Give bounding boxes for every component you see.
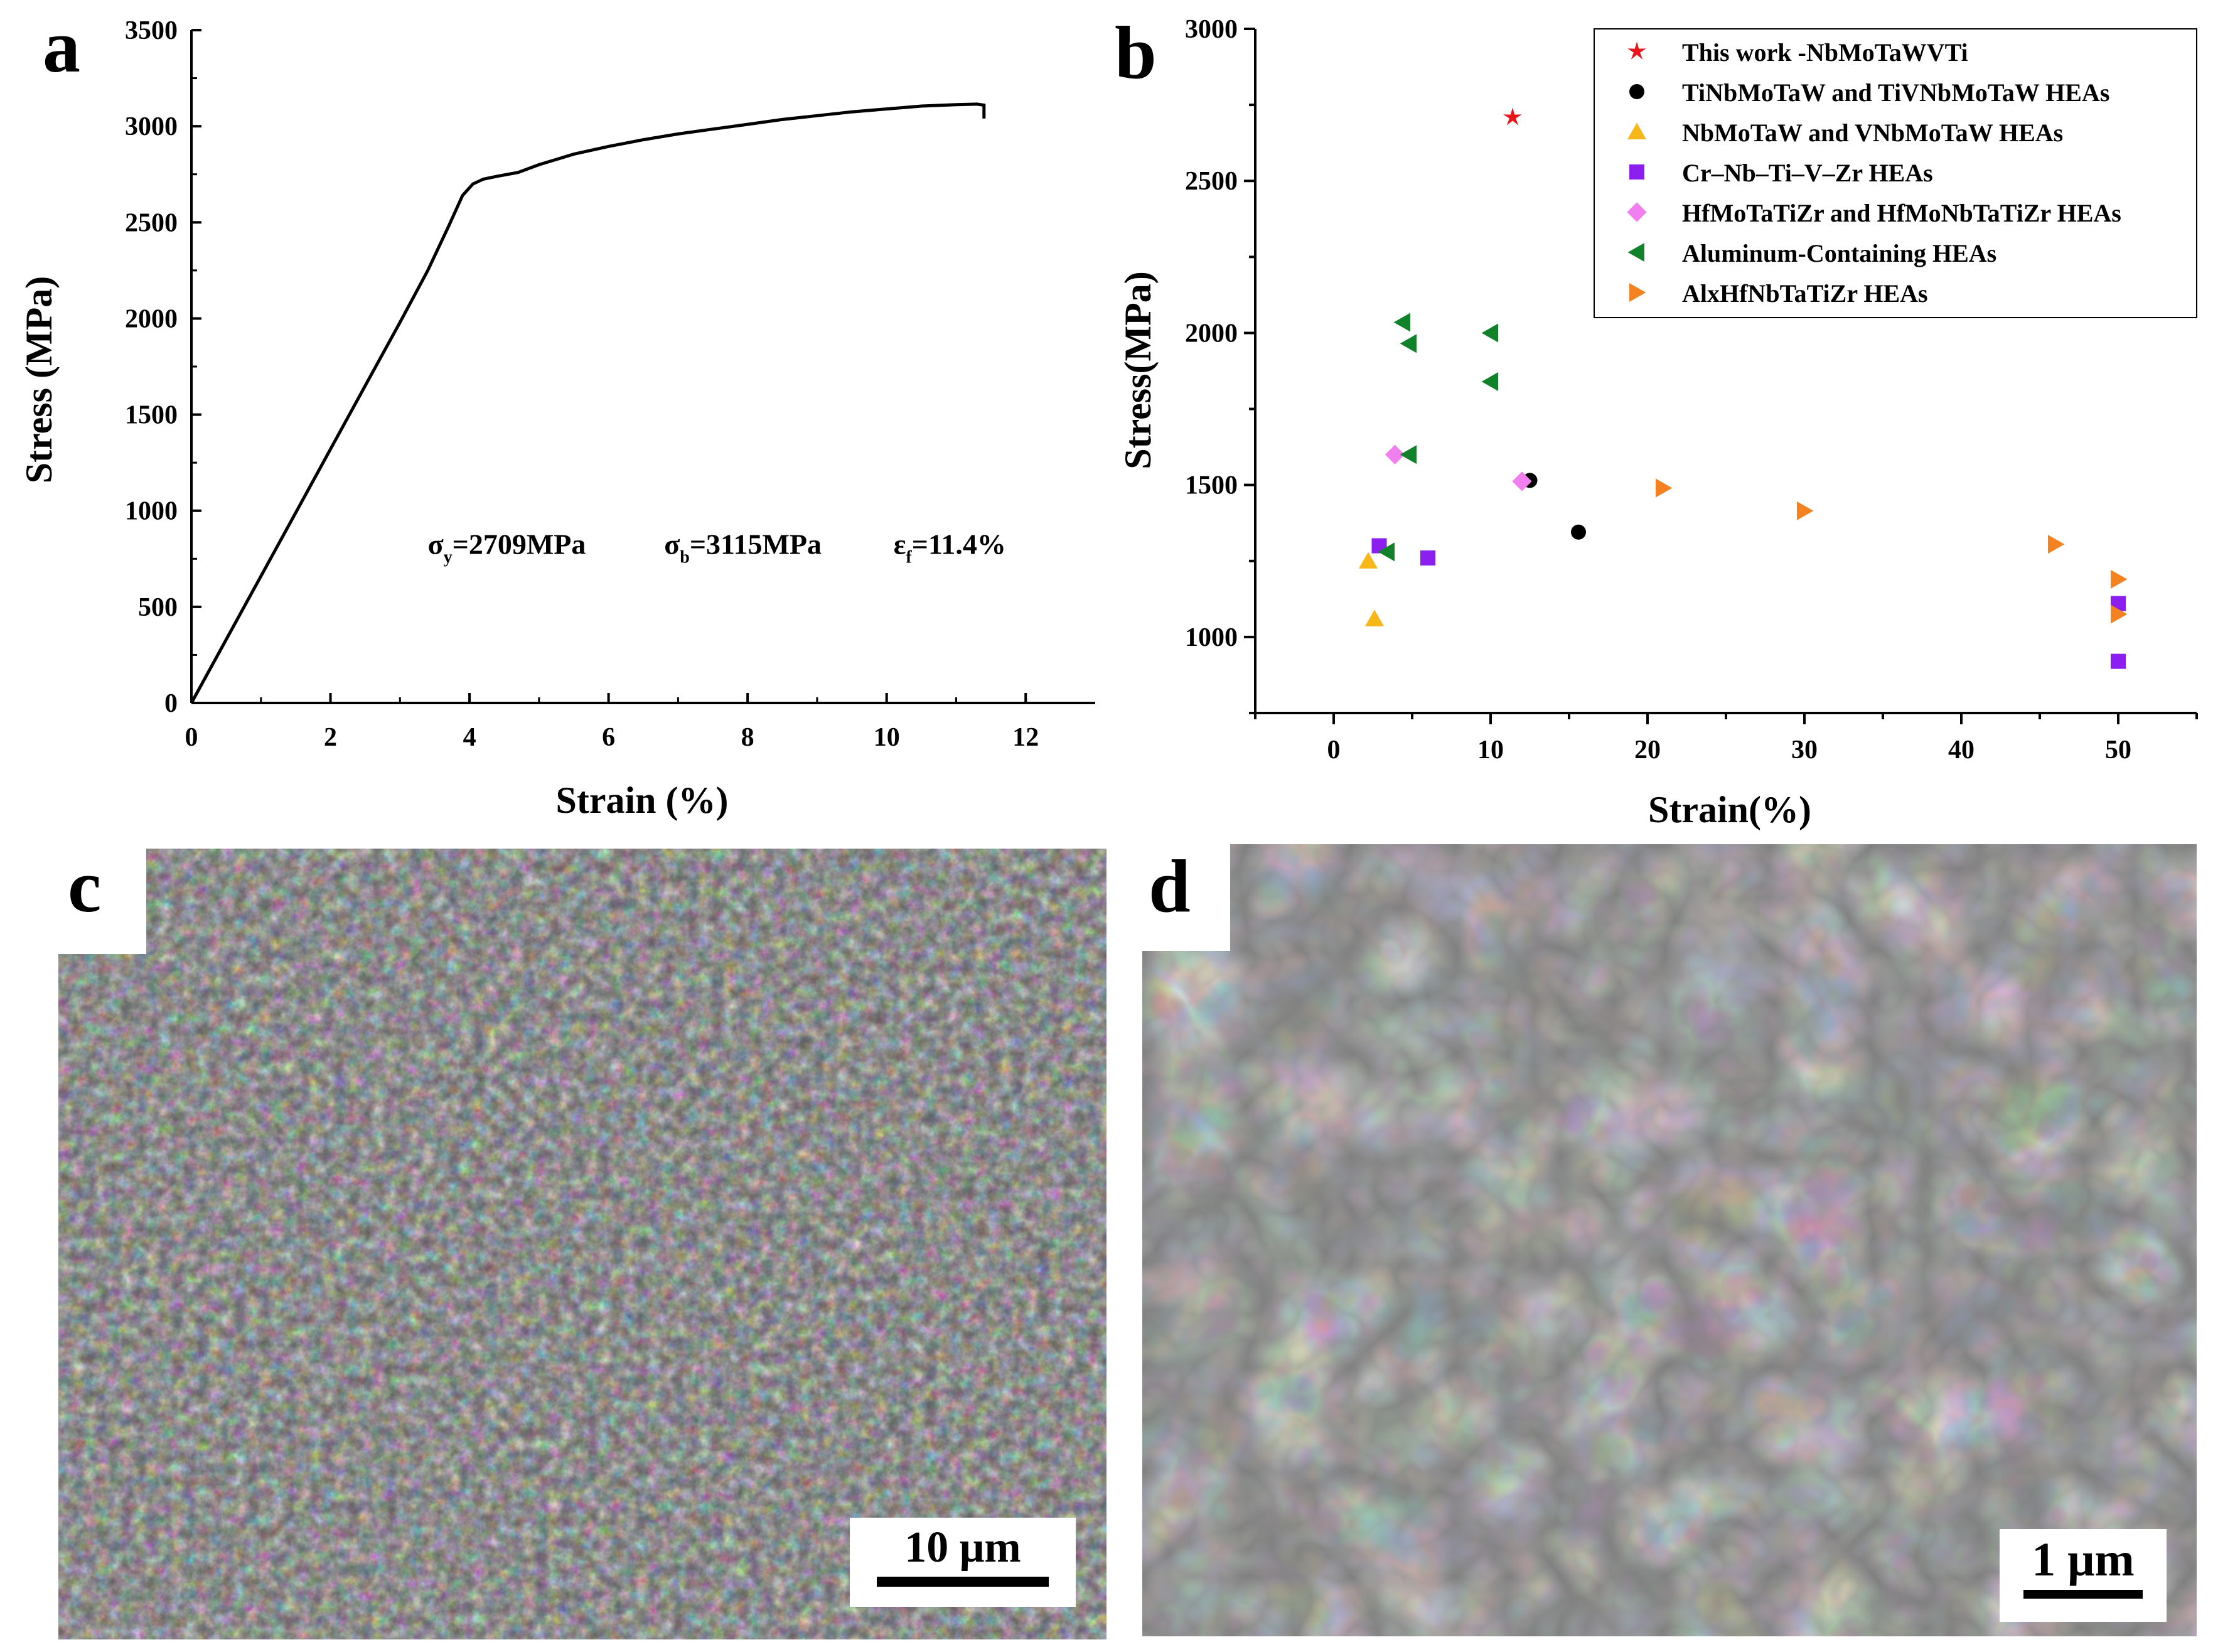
chart-b-legend-marker xyxy=(1629,164,1644,180)
panel-d-label-bg xyxy=(1142,844,1230,951)
chart-a-annotation-subscript: y xyxy=(444,547,453,567)
chart-a-annotation-subscript: b xyxy=(680,547,690,567)
chart-b-legend-marker xyxy=(1627,243,1644,262)
chart-a-y-tick-label: 2000 xyxy=(125,304,178,333)
chart-b-y-tick-label: 2000 xyxy=(1185,319,1238,348)
chart-b-ylabel: Stress(MPa) xyxy=(1117,271,1159,469)
chart-a-axes: 0 2 4 6 8 10 12 0 500 1000 1500 2000 2500 3000 3500 xyxy=(125,16,1095,752)
chart-b-y-tick-label: 3000 xyxy=(1185,15,1238,44)
chart-b-point xyxy=(2048,535,2065,554)
chart-b-legend: This work -NbMoTaWVTi TiNbMoTaW and TiVNb… xyxy=(1594,28,2197,318)
chart-a-annotation-value: =3115MPa xyxy=(690,528,822,560)
chart-a-annotation-value: =11.4% xyxy=(912,528,1006,560)
chart-b-point xyxy=(1359,552,1378,569)
chart-a-y-tick-label: 500 xyxy=(138,593,178,622)
chart-b-legend-marker xyxy=(1629,283,1646,302)
chart-a-annotation-symbol: σ xyxy=(428,528,444,560)
scale-bar-c-line xyxy=(877,1577,1049,1587)
chart-b-point xyxy=(1378,542,1395,562)
chart-b-x-tick-label: 50 xyxy=(2105,736,2131,764)
chart-b-legend-marker xyxy=(1627,202,1647,222)
chart-b-legend-label: This work -NbMoTaWVTi xyxy=(1682,38,1968,67)
chart-a-y-tick-label: 1500 xyxy=(125,401,178,430)
chart-b-legend-marker xyxy=(1627,122,1646,139)
chart-a-annotation: σy=2709MPa xyxy=(428,528,586,567)
chart-a-x-tick-label: 2 xyxy=(324,723,337,752)
sem-image-c xyxy=(58,849,1106,1639)
sem-image-d xyxy=(1142,844,2197,1636)
chart-b-legend-label: NbMoTaW and VNbMoTaW HEAs xyxy=(1682,119,2063,147)
chart-b-legend-label: TiNbMoTaW and TiVNbMoTaW HEAs xyxy=(1682,78,2109,107)
chart-b-xlabel: Strain(%) xyxy=(1648,789,1811,830)
chart-b-point xyxy=(2111,569,2128,589)
chart-a-ylabel: Stress (MPa) xyxy=(18,276,60,483)
chart-a-annotation: σb=3115MPa xyxy=(664,528,822,567)
chart-a-x-tick-label: 6 xyxy=(602,723,615,752)
scale-bar-d-label: 1 μm xyxy=(2032,1533,2135,1586)
chart-b-point xyxy=(1365,609,1384,626)
chart-b-x-tick-label: 0 xyxy=(1327,736,1341,764)
scale-bar-c-label: 10 μm xyxy=(904,1523,1021,1572)
chart-b-point xyxy=(1503,107,1522,126)
chart-b-point xyxy=(1656,478,1673,498)
chart-a-x-tick-label: 8 xyxy=(741,723,754,752)
chart-b-point xyxy=(1420,550,1435,566)
stress-strain-scatter-chart: 0 10 20 30 40 50 1000 1500 2000 2500 3000 This wor… xyxy=(1117,15,2198,830)
chart-b-x-tick-label: 10 xyxy=(1477,736,1504,764)
chart-a-xlabel: Strain (%) xyxy=(556,780,729,821)
chart-b-point xyxy=(1512,471,1532,491)
chart-a-x-tick-label: 12 xyxy=(1012,723,1039,752)
chart-a-annotation-symbol: ε xyxy=(894,528,906,560)
chart-a-annotation-symbol: σ xyxy=(664,528,680,560)
chart-b-y-tick-label: 2500 xyxy=(1185,167,1238,196)
panel-label-d: d xyxy=(1149,844,1191,928)
chart-a-x-tick-label: 4 xyxy=(463,723,476,752)
chart-a-y-tick-label: 3500 xyxy=(125,16,178,45)
panel-label-a: a xyxy=(43,4,80,88)
chart-b-legend-label: AlxHfNbTaTiZr HEAs xyxy=(1682,279,1928,308)
chart-b-legend-label: Cr–Nb–Ti–V–Zr HEAs xyxy=(1682,159,1933,187)
chart-a-annotation: εf=11.4% xyxy=(894,528,1006,567)
chart-b-x-tick-label: 20 xyxy=(1634,736,1661,764)
scale-bar-d: 1 μm xyxy=(2000,1529,2167,1622)
chart-a-x-tick-label: 0 xyxy=(185,723,198,752)
chart-a-y-tick-label: 2500 xyxy=(125,208,178,237)
chart-a-annotation-value: =2709MPa xyxy=(453,528,586,560)
scale-bar-d-line xyxy=(2023,1590,2143,1599)
chart-b-point xyxy=(2111,604,2128,624)
scale-bar-c: 10 μm xyxy=(850,1518,1076,1607)
chart-b-legend-box xyxy=(1594,28,2197,318)
panel-c-label-bg xyxy=(58,849,146,954)
panel-label-c: c xyxy=(68,844,102,928)
panel-label-b: b xyxy=(1115,11,1157,94)
chart-a-x-tick-label: 10 xyxy=(874,723,900,752)
chart-b-point xyxy=(1481,372,1498,391)
stress-strain-curve xyxy=(190,102,986,704)
chart-a-annotations: σy=2709MPa σb=3115MPa εf=11.4% xyxy=(428,528,1006,567)
chart-b-point xyxy=(1571,524,1586,540)
chart-b-axes: 0 10 20 30 40 50 1000 1500 2000 2500 3000 xyxy=(1185,15,2198,764)
chart-b-point xyxy=(2111,653,2126,669)
chart-b-legend-marker xyxy=(1627,41,1646,60)
chart-b-y-tick-label: 1000 xyxy=(1185,623,1238,652)
chart-a-y-tick-label: 3000 xyxy=(125,112,178,141)
chart-b-point xyxy=(1393,313,1410,332)
chart-b-legend-label: HfMoTaTiZr and HfMoNbTaTiZr HEAs xyxy=(1682,199,2121,227)
chart-b-legend-marker xyxy=(1629,84,1644,99)
chart-b-point xyxy=(1481,323,1498,343)
chart-a-y-tick-label: 1000 xyxy=(125,497,178,526)
chart-b-point xyxy=(1400,334,1417,353)
chart-b-points xyxy=(1359,107,2128,669)
chart-b-legend-label: Aluminum-Containing HEAs xyxy=(1682,239,1996,267)
chart-b-y-tick-label: 1500 xyxy=(1185,471,1238,500)
chart-b-x-tick-label: 40 xyxy=(1948,736,1975,764)
chart-b-point xyxy=(1385,444,1405,464)
chart-b-x-tick-label: 30 xyxy=(1791,736,1818,764)
chart-a-y-tick-label: 0 xyxy=(164,689,178,718)
chart-b-point xyxy=(1797,501,1814,520)
chart-a-annotation-subscript: f xyxy=(906,547,912,567)
chart-b-point xyxy=(1400,445,1417,464)
